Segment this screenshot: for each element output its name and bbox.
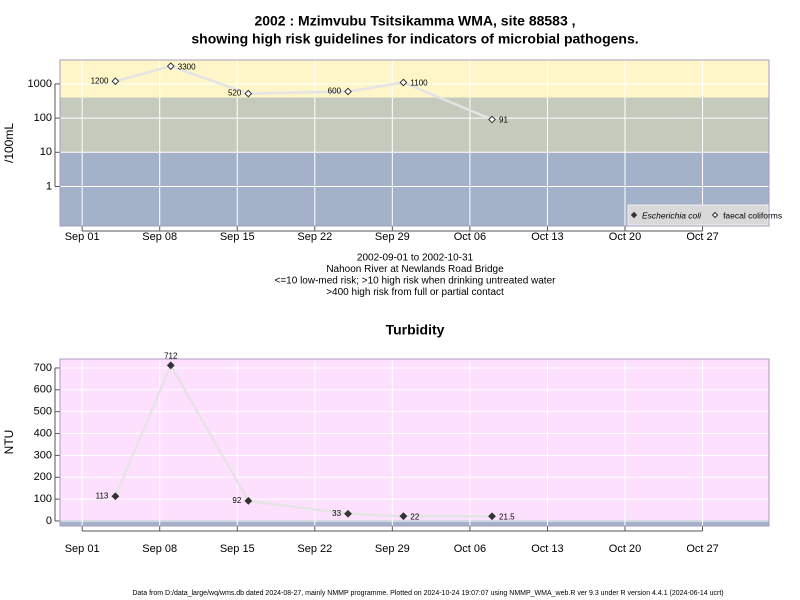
value-label: 92	[232, 496, 241, 505]
series-line	[115, 64, 493, 121]
data-point	[244, 89, 253, 98]
x-tick-label: Sep 29	[375, 543, 410, 555]
data-point	[399, 78, 408, 87]
x-tick-label: Sep 22	[297, 543, 332, 555]
y-tick-label: 1	[46, 180, 52, 192]
y-tick-label: 100	[34, 112, 52, 124]
data-point	[488, 512, 496, 521]
data-point	[111, 492, 120, 501]
value-label: 600	[328, 87, 342, 96]
note: >400 high risk from full or partial cont…	[326, 287, 504, 298]
y-axis-label: /100mL	[2, 123, 16, 163]
legend-marker	[711, 211, 719, 219]
data-point	[399, 512, 408, 521]
data-point	[344, 87, 352, 96]
y-axis-label: NTU	[2, 430, 16, 455]
legend-label: faecal coliforms	[723, 210, 782, 220]
data-point	[111, 77, 120, 86]
data-point	[344, 509, 352, 518]
value-label: 113	[96, 491, 109, 500]
value-label: 1100	[410, 79, 428, 88]
x-tick-label: Sep 01	[65, 231, 100, 243]
x-tick-label: Sep 15	[220, 543, 255, 555]
y-tick-label: 700	[34, 362, 52, 374]
y-tick-label: 600	[34, 384, 52, 396]
value-label: 1200	[91, 76, 109, 85]
y-tick-label: 100	[34, 493, 52, 505]
y-tick-label: 300	[34, 449, 52, 461]
x-tick-label: Oct 06	[454, 231, 486, 243]
chart-title: Turbidity	[386, 322, 445, 338]
risk-band	[60, 60, 769, 98]
x-tick-label: Oct 06	[454, 543, 486, 555]
y-tick-label: 200	[34, 471, 52, 483]
legend-label: Escherichia coli	[642, 210, 702, 220]
series-line	[114, 362, 493, 518]
data-point	[166, 361, 175, 370]
chart-title: showing high risk guidelines for indicat…	[191, 31, 638, 47]
note: 2002-09-01 to 2002-10-31	[357, 253, 474, 264]
risk-band	[60, 97, 769, 153]
x-tick-label: Sep 08	[142, 231, 177, 243]
x-tick-label: Sep 15	[220, 231, 255, 243]
data-point	[166, 62, 175, 71]
value-label: 21.5	[499, 512, 515, 521]
plot-frame	[59, 59, 770, 227]
value-label: 712	[164, 351, 178, 360]
x-tick-label: Oct 13	[531, 543, 563, 555]
x-tick-label: Sep 08	[142, 543, 177, 555]
value-label: 520	[228, 89, 242, 98]
x-tick-label: Oct 27	[686, 543, 718, 555]
y-tick-label: 1000	[28, 78, 52, 90]
x-tick-label: Oct 13	[531, 231, 563, 243]
legend-marker	[630, 211, 638, 219]
footer: Data from D:/data_large/wq/wms.db dated …	[132, 590, 723, 597]
note: <=10 low-med risk; >10 high risk when dr…	[275, 276, 557, 287]
y-tick-label: 10	[40, 146, 52, 158]
plot-frame	[59, 358, 770, 527]
y-tick-label: 400	[34, 427, 52, 439]
y-tick-label: 500	[34, 406, 52, 418]
value-label: 91	[499, 116, 508, 125]
data-point	[244, 496, 253, 505]
y-tick-label: 0	[46, 515, 52, 527]
value-label: 3300	[178, 62, 196, 71]
value-label: 22	[410, 512, 419, 521]
value-label: 33	[332, 509, 341, 518]
x-tick-label: Oct 27	[686, 231, 718, 243]
x-tick-label: Oct 20	[609, 231, 641, 243]
note: Nahoon River at Newlands Road Bridge	[326, 264, 504, 275]
risk-band	[60, 359, 769, 520]
chart-title: 2002 : Mzimvubu Tsitsikamma WMA, site 88…	[254, 13, 575, 29]
risk-band	[60, 519, 769, 526]
x-tick-label: Sep 22	[297, 231, 332, 243]
x-tick-label: Sep 29	[375, 231, 410, 243]
legend-box	[627, 204, 769, 226]
x-tick-label: Oct 20	[609, 543, 641, 555]
x-tick-label: Sep 01	[65, 543, 100, 555]
data-point	[488, 115, 496, 124]
